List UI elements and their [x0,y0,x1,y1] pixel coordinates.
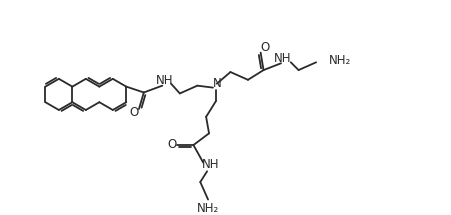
Text: O: O [129,106,138,119]
Text: NH: NH [202,158,219,171]
Text: NH₂: NH₂ [328,54,350,67]
Text: O: O [167,138,176,150]
Text: NH: NH [274,52,291,65]
Text: NH₂: NH₂ [197,202,219,215]
Text: O: O [260,41,270,54]
Text: N: N [212,77,221,90]
Text: NH: NH [155,74,173,87]
